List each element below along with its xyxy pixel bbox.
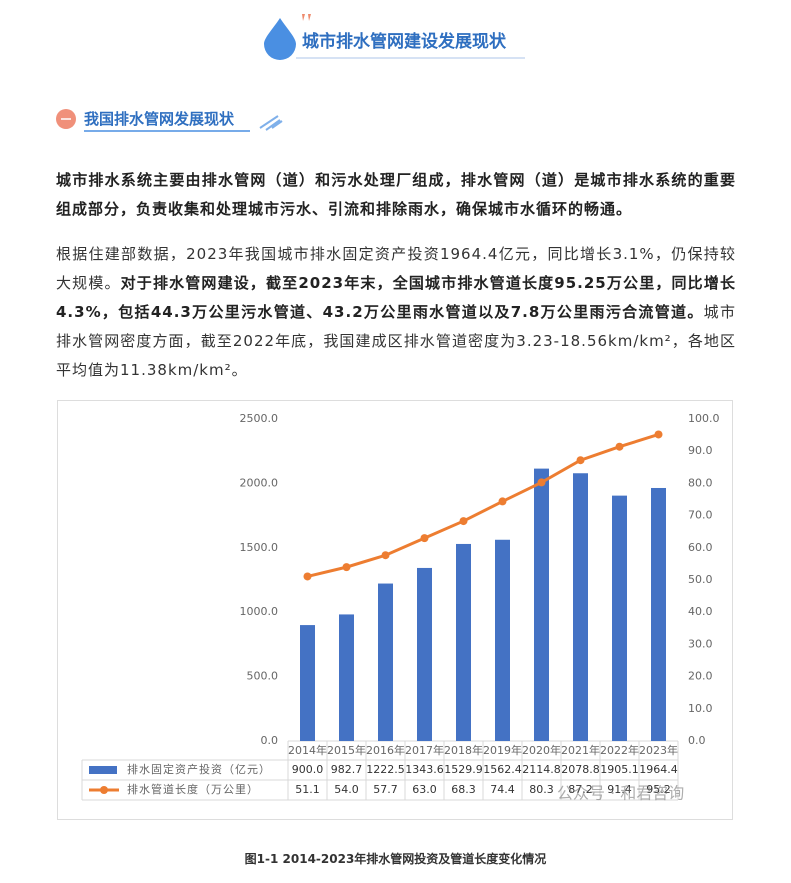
bar: [651, 487, 666, 741]
x-tick-label: 2020年: [522, 743, 561, 757]
line: [307, 433, 659, 578]
bar: [495, 539, 510, 741]
legend-swatch: [89, 766, 117, 774]
table-value: 1222.5: [366, 763, 405, 776]
table-value: 1562.4: [483, 763, 522, 776]
legend-label: 排水固定资产投资（亿元）: [127, 762, 271, 776]
x-tick-label: 2017年: [405, 743, 444, 757]
bar: [339, 614, 354, 741]
x-tick-label: 2023年: [639, 743, 678, 757]
y2-tick-label: 20.0: [688, 670, 713, 683]
table-value: 68.3: [451, 783, 476, 796]
quote-icon: [302, 14, 311, 21]
line-point: [537, 478, 546, 487]
chart: 0.0 500.0 1000.0 1500.0 2000.0 2500.0 0.0 10.0 2…: [57, 400, 733, 820]
y2-tick-label: 10.0: [688, 702, 713, 715]
table-value: 74.4: [490, 783, 515, 796]
text-run: 对于排水管网建设，截至2023年末，全国城市排水管道长度95.25万公里，同比增…: [56, 274, 736, 321]
section-title: 我国排水管网发展现状: [84, 110, 235, 128]
text-run: 城市排水管网密度方面，截至2022年底，我国建成区排水管道密度为3.23-18.…: [56, 303, 736, 379]
line-point: [615, 442, 624, 451]
line-point: [420, 534, 429, 543]
y-tick-label: 1000.0: [240, 605, 279, 618]
y2-tick-label: 40.0: [688, 605, 713, 618]
y-tick-label: 2500.0: [240, 412, 279, 425]
y-tick-label: 1500.0: [240, 541, 279, 554]
paragraph: 根据住建部数据，2023年我国城市排水固定资产投资1964.4亿元，同比增长3.…: [56, 240, 736, 385]
table-value: 87.2: [568, 783, 593, 796]
y2-tick-label: 30.0: [688, 637, 713, 650]
table-value: 63.0: [412, 783, 437, 796]
x-tick-label: 2022年: [600, 743, 639, 757]
y-tick-label: 2000.0: [240, 476, 279, 489]
line-point: [576, 456, 585, 465]
table-value: 2114.8: [522, 763, 561, 776]
bar: [573, 473, 588, 741]
bar: [300, 625, 315, 741]
legend-label: 排水管道长度（万公里）: [127, 782, 259, 796]
x-tick-label: 2016年: [366, 743, 405, 757]
paragraph: 城市排水系统主要由排水管网（道）和污水处理厂组成，排水管网（道）是城市排水系统的…: [56, 171, 736, 218]
table-value: 900.0: [292, 763, 324, 776]
table-value: 54.0: [334, 783, 359, 796]
table-value: 91.4: [607, 783, 632, 796]
table-value: 2078.8: [561, 763, 600, 776]
table-value: 1529.9: [444, 763, 483, 776]
line-point: [303, 572, 312, 581]
y2-tick-label: 50.0: [688, 573, 713, 586]
line-point: [459, 517, 468, 526]
x-tick-label: 2018年: [444, 743, 483, 757]
y2-tick-label: 80.0: [688, 476, 713, 489]
y2-tick-label: 70.0: [688, 509, 713, 522]
table-value: 1343.6: [405, 763, 444, 776]
y2-tick-label: 90.0: [688, 444, 713, 457]
drop-icon: [264, 18, 296, 60]
table-value: 57.7: [373, 783, 398, 796]
watermark: 公众号 · 和君咨询: [557, 784, 684, 803]
x-tick-label: 2015年: [327, 743, 366, 757]
table-value: 80.3: [529, 783, 554, 796]
x-tick-label: 2019年: [483, 743, 522, 757]
line-point: [498, 497, 507, 506]
y2-tick-label: 60.0: [688, 541, 713, 554]
line-point: [654, 430, 663, 439]
table-value: 51.1: [295, 783, 320, 796]
y-tick-label: 500.0: [247, 670, 279, 683]
table-value: 1905.1: [600, 763, 639, 776]
table-value: 982.7: [331, 763, 363, 776]
x-tick-label: 2021年: [561, 743, 600, 757]
splash-icon: [259, 115, 283, 131]
table-value: 1964.4: [639, 763, 678, 776]
line-point: [381, 551, 390, 560]
header-title: 城市排水管网建设发展现状: [302, 31, 507, 52]
bar: [378, 583, 393, 741]
y2-tick-label: 0.0: [688, 734, 706, 747]
x-tick-label: 2014年: [288, 743, 327, 757]
caption: 图1-1 2014-2023年排水管网投资及管道长度变化情况: [244, 852, 547, 866]
text-run: 根据住建部数据，2023年我国城市排水固定资产投资1964.4亿元，同比增长3.…: [56, 245, 736, 292]
table-value: 95.2: [646, 783, 671, 796]
line-point: [342, 563, 351, 572]
y2-tick-label: 100.0: [688, 412, 720, 425]
bar: [456, 543, 471, 741]
bar: [534, 468, 549, 741]
bar: [612, 495, 627, 741]
legend-swatch: [100, 786, 108, 794]
bar: [417, 567, 432, 741]
headers: 城市排水管网建设发展现状 我国排水管网发展现状: [56, 14, 525, 132]
y-tick-label: 0.0: [261, 734, 279, 747]
